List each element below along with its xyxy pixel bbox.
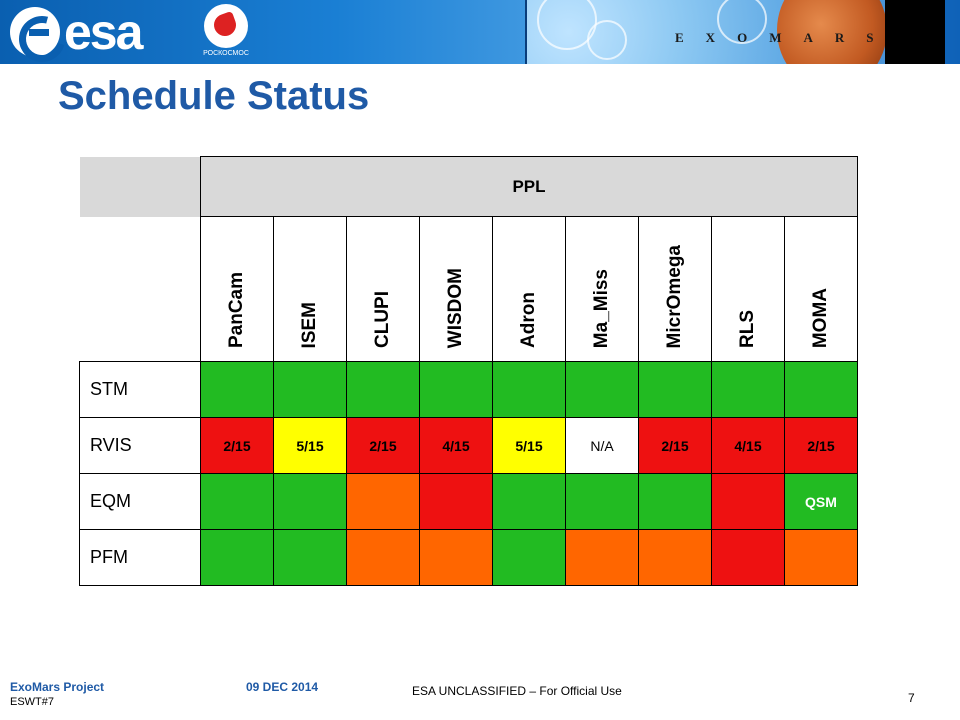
exomars-letter: A bbox=[803, 30, 813, 45]
row-label: PFM bbox=[79, 529, 201, 586]
ppl-group-header: PPL bbox=[200, 156, 858, 217]
header-banner: esa РОСКОСМОС E X O M A R S bbox=[0, 0, 960, 64]
footer-classification: ESA UNCLASSIFIED – For Official Use bbox=[412, 684, 622, 698]
column-header-label: RLS bbox=[737, 310, 758, 348]
roscosmos-logo-text: РОСКОСМОС bbox=[203, 50, 249, 57]
column-header-label: MicrOmega bbox=[664, 244, 685, 348]
column-header-label: ISEM bbox=[299, 301, 320, 348]
row-label: EQM bbox=[79, 473, 201, 530]
exomars-letter: X bbox=[705, 30, 716, 45]
status-cell: 4/15 bbox=[419, 417, 493, 474]
exomars-letter: E bbox=[675, 30, 684, 45]
table-row: PFM bbox=[79, 529, 858, 586]
status-cell bbox=[273, 473, 347, 530]
column-header: Ma_Miss bbox=[565, 216, 639, 362]
status-cell bbox=[273, 361, 347, 418]
status-cell bbox=[200, 473, 274, 530]
column-header-label: MOMA bbox=[810, 287, 831, 348]
status-cell: QSM bbox=[784, 473, 858, 530]
exomars-letter: M bbox=[769, 30, 782, 45]
status-cell bbox=[565, 529, 639, 586]
column-header: RLS bbox=[711, 216, 785, 362]
footer-meeting: ESWT#7 bbox=[10, 696, 55, 708]
column-header-label: PanCam bbox=[226, 271, 247, 348]
status-cell bbox=[346, 361, 420, 418]
column-header-label: Ma_Miss bbox=[591, 268, 612, 348]
column-header: MOMA bbox=[784, 216, 858, 362]
esa-logo-text: esa bbox=[64, 4, 143, 60]
table-corner bbox=[79, 216, 201, 362]
status-cell: 2/15 bbox=[784, 417, 858, 474]
status-cell bbox=[565, 473, 639, 530]
status-cell: 2/15 bbox=[346, 417, 420, 474]
table-group-header-row: PPL bbox=[79, 156, 858, 217]
status-cell bbox=[200, 361, 274, 418]
status-cell bbox=[784, 361, 858, 418]
status-cell bbox=[419, 361, 493, 418]
schedule-status-table: PPL PanCam ISEM CLUPI WISDOM Adron Ma_Miss Mic… bbox=[79, 156, 858, 586]
status-cell bbox=[784, 529, 858, 586]
row-label: RVIS bbox=[79, 417, 201, 474]
status-cell bbox=[492, 361, 566, 418]
footer-project: ExoMars Project bbox=[10, 680, 105, 694]
bubble-decoration bbox=[587, 20, 627, 60]
status-cell bbox=[200, 529, 274, 586]
bubble-decoration bbox=[717, 0, 767, 44]
exomars-letter: S bbox=[866, 30, 874, 45]
table-corner bbox=[79, 156, 201, 217]
roscosmos-logo: РОСКОСМОС bbox=[198, 4, 254, 60]
column-header: PanCam bbox=[200, 216, 274, 362]
table-row: STM bbox=[79, 361, 858, 418]
status-cell: 2/15 bbox=[200, 417, 274, 474]
status-cell bbox=[492, 473, 566, 530]
column-header: WISDOM bbox=[419, 216, 493, 362]
status-cell bbox=[492, 529, 566, 586]
status-cell bbox=[346, 473, 420, 530]
row-label: STM bbox=[79, 361, 201, 418]
status-cell bbox=[638, 473, 712, 530]
footer-date: 09 DEC 2014 bbox=[246, 680, 319, 694]
page-title: Schedule Status bbox=[58, 74, 370, 118]
status-cell bbox=[711, 473, 785, 530]
column-header-label: WISDOM bbox=[445, 267, 466, 348]
status-cell bbox=[638, 529, 712, 586]
exomars-letter: O bbox=[737, 30, 748, 45]
status-cell bbox=[419, 529, 493, 586]
status-cell bbox=[346, 529, 420, 586]
column-header: ISEM bbox=[273, 216, 347, 362]
exomars-letter: R bbox=[834, 30, 845, 45]
status-cell bbox=[711, 529, 785, 586]
status-cell: 4/15 bbox=[711, 417, 785, 474]
status-cell bbox=[638, 361, 712, 418]
status-cell: N/A bbox=[565, 417, 639, 474]
esa-emblem-icon bbox=[10, 7, 60, 57]
column-header: CLUPI bbox=[346, 216, 420, 362]
table-column-header-row: PanCam ISEM CLUPI WISDOM Adron Ma_Miss MicrOme… bbox=[79, 216, 858, 362]
banner-dark-edge bbox=[885, 0, 945, 64]
column-header-label: CLUPI bbox=[372, 291, 393, 348]
status-cell: 2/15 bbox=[638, 417, 712, 474]
status-cell bbox=[419, 473, 493, 530]
status-cell bbox=[565, 361, 639, 418]
column-header: Adron bbox=[492, 216, 566, 362]
page-number: 7 bbox=[908, 691, 915, 705]
status-cell: 5/15 bbox=[492, 417, 566, 474]
mars-planet-icon bbox=[777, 0, 887, 64]
esa-logo: esa bbox=[10, 4, 143, 60]
status-cell: 5/15 bbox=[273, 417, 347, 474]
status-cell bbox=[273, 529, 347, 586]
table-row: EQM QSM bbox=[79, 473, 858, 530]
table-body: STM RVIS 2/15 5/15 2/15 4/15 5/15 N/A 2/15 4/15 2/… bbox=[79, 361, 858, 586]
column-header: MicrOmega bbox=[638, 216, 712, 362]
table-row: RVIS 2/15 5/15 2/15 4/15 5/15 N/A 2/15 4/15 2/15 bbox=[79, 417, 858, 474]
column-header-label: Adron bbox=[518, 292, 539, 348]
status-cell bbox=[711, 361, 785, 418]
